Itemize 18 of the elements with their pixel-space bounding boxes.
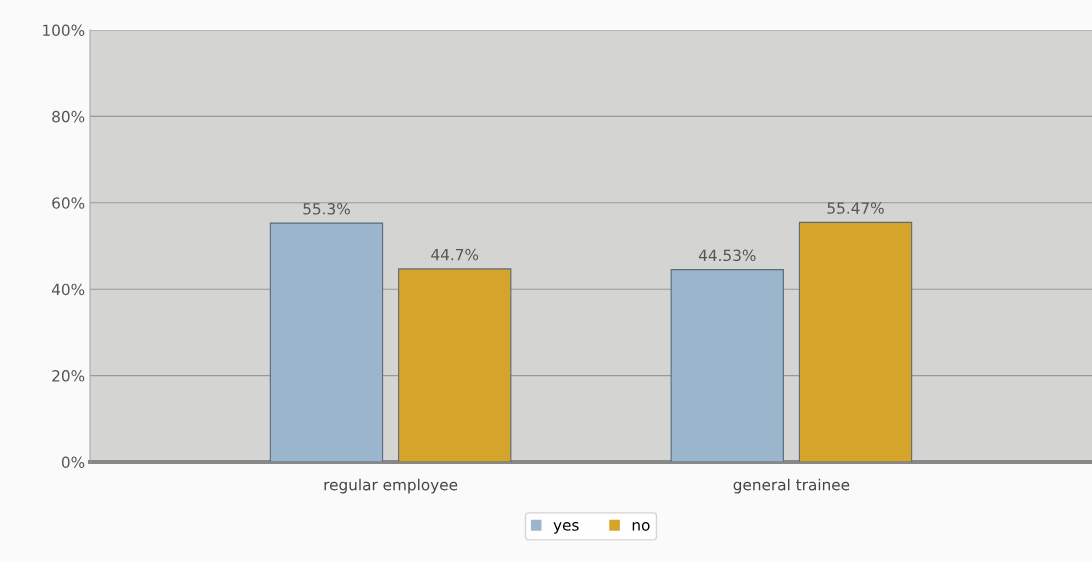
legend-label: yes bbox=[553, 522, 579, 534]
data-label: 44.7% bbox=[431, 248, 479, 261]
data-label: 55.3% bbox=[303, 203, 350, 215]
data-label: 44.53% bbox=[698, 249, 756, 262]
y-tick-label: 40% bbox=[51, 283, 85, 296]
legend-label: no bbox=[632, 522, 650, 531]
bar bbox=[798, 221, 913, 462]
data-label: 55.47% bbox=[827, 202, 884, 214]
y-tick-label: 20% bbox=[52, 370, 85, 382]
x-tick-label: general trainee bbox=[733, 478, 850, 494]
y-tick-label: 0% bbox=[61, 456, 85, 469]
y-tick-label: 80% bbox=[52, 110, 85, 123]
y-tick-label: 100% bbox=[43, 24, 85, 37]
x-tick-label: regular employee bbox=[324, 478, 458, 494]
bar bbox=[670, 269, 784, 462]
y-tick-label: 60% bbox=[52, 197, 85, 209]
bar bbox=[269, 222, 384, 462]
bar bbox=[398, 268, 512, 462]
